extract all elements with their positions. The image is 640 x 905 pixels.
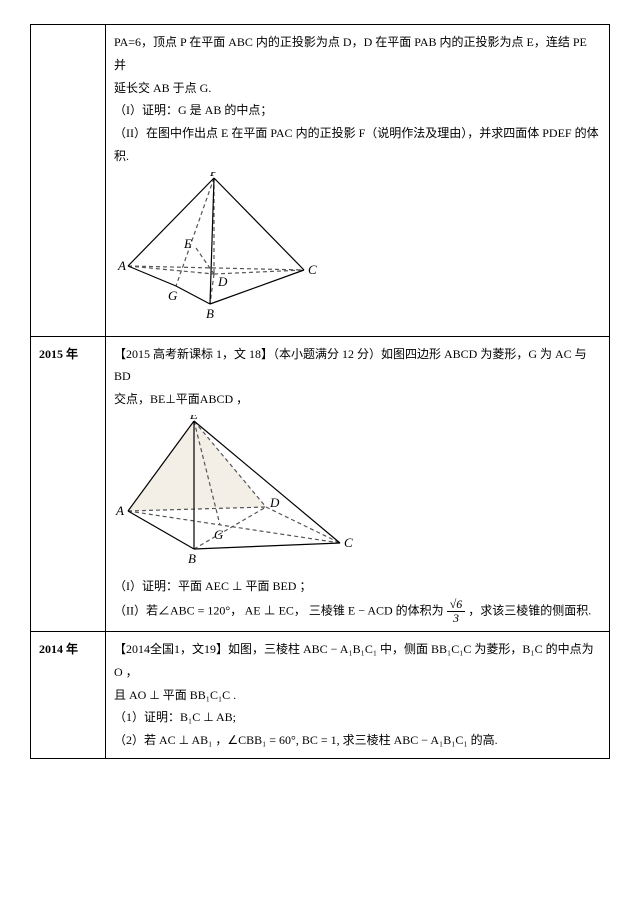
svg-text:D: D <box>269 495 280 510</box>
fraction: √63 <box>447 598 466 625</box>
paragraph: （II）若∠ABC = 120°， AE ⊥ EC， 三棱锥 E − ACD 的… <box>114 598 601 625</box>
problem-table: PA=6，顶点 P 在平面 ABC 内的正投影为点 D，D 在平面 PAB 内的… <box>30 24 610 759</box>
table-row: PA=6，顶点 P 在平面 ABC 内的正投影为点 D，D 在平面 PAB 内的… <box>31 25 610 337</box>
year-label: 2014 年 <box>39 642 78 656</box>
year-label: 2015 年 <box>39 347 78 361</box>
paragraph: （I）证明：G 是 AB 的中点； <box>114 99 601 122</box>
paragraph: 且 AO ⊥ 平面 BB₁C₁C . <box>114 684 601 707</box>
text: ，求该三棱锥的侧面积. <box>468 603 591 617</box>
figure-pyramid-1: A B C P D E G <box>114 172 601 328</box>
svg-text:D: D <box>217 274 228 289</box>
svg-text:B: B <box>188 551 196 565</box>
paragraph: （I）证明：平面 AEC ⊥ 平面 BED ； <box>114 575 601 598</box>
paragraph: （2）若 AC ⊥ AB₁ ，∠CBB₁ = 60°, BC = 1, 求三棱柱… <box>114 729 601 752</box>
paragraph: 【2015 高考新课标 1，文 18】（本小题满分 12 分）如图四边形 ABC… <box>114 343 601 389</box>
svg-text:C: C <box>308 262 317 277</box>
content-cell: PA=6，顶点 P 在平面 ABC 内的正投影为点 D，D 在平面 PAB 内的… <box>106 25 610 337</box>
table-row: 2014 年 【2014全国1，文19】如图，三棱柱 ABC − A₁B₁C₁ … <box>31 631 610 758</box>
content-cell: 【2015 高考新课标 1，文 18】（本小题满分 12 分）如图四边形 ABC… <box>106 336 610 631</box>
svg-text:A: A <box>117 258 126 273</box>
svg-text:E: E <box>189 415 198 422</box>
paragraph: 积. <box>114 145 601 168</box>
content-cell: 【2014全国1，文19】如图，三棱柱 ABC − A₁B₁C₁ 中，侧面 BB… <box>106 631 610 758</box>
svg-text:G: G <box>214 527 224 542</box>
year-cell: 2014 年 <box>31 631 106 758</box>
paragraph: 交点，BE⊥平面ABCD ， <box>114 388 601 411</box>
svg-text:E: E <box>183 236 192 251</box>
svg-text:P: P <box>209 172 218 179</box>
text: （II）若∠ABC = 120°， AE ⊥ EC， 三棱锥 E − ACD 的… <box>114 603 447 617</box>
year-cell: 2015 年 <box>31 336 106 631</box>
figure-pyramid-2: A B C D E G <box>114 415 601 573</box>
paragraph: （II）在图中作出点 E 在平面 PAC 内的正投影 F（说明作法及理由），并求… <box>114 122 601 145</box>
svg-text:A: A <box>115 503 124 518</box>
paragraph: PA=6，顶点 P 在平面 ABC 内的正投影为点 D，D 在平面 PAB 内的… <box>114 31 601 77</box>
svg-text:C: C <box>344 535 353 550</box>
year-cell <box>31 25 106 337</box>
paragraph: 延长交 AB 于点 G. <box>114 77 601 100</box>
svg-text:B: B <box>206 306 214 320</box>
page: PA=6，顶点 P 在平面 ABC 内的正投影为点 D，D 在平面 PAB 内的… <box>0 0 640 905</box>
table-row: 2015 年 【2015 高考新课标 1，文 18】（本小题满分 12 分）如图… <box>31 336 610 631</box>
paragraph: 【2014全国1，文19】如图，三棱柱 ABC − A₁B₁C₁ 中，侧面 BB… <box>114 638 601 684</box>
svg-text:G: G <box>168 288 178 303</box>
paragraph: （1）证明：B₁C ⊥ AB; <box>114 706 601 729</box>
